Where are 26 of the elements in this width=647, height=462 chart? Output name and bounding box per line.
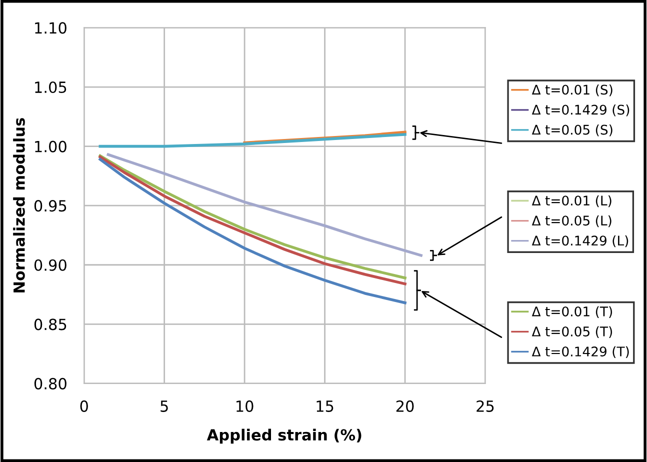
x-tick-label: 15 bbox=[316, 400, 334, 412]
x-tick-label: 5 bbox=[160, 400, 168, 412]
y-tick-label: 0.90 bbox=[34, 259, 66, 271]
line-series bbox=[106, 153, 422, 257]
legend-label: Δ t=0.1429 (T) bbox=[532, 346, 629, 358]
legend-label: Δ t=0.1429 (S) bbox=[532, 104, 630, 116]
y-tick-label: 1.05 bbox=[35, 81, 66, 94]
legend-label: Δ t=0.05 (S) bbox=[532, 124, 612, 136]
legend-label: Δ t=0.1429 (L) bbox=[532, 235, 628, 248]
x-tick-label: 25 bbox=[476, 400, 494, 412]
legend-label: Δ t=0.01 (T) bbox=[532, 306, 612, 318]
x-tick-label: 0 bbox=[80, 400, 88, 412]
y-axis-title: Normalized modulus bbox=[13, 118, 25, 292]
legend-label: Δ t=0.01 (S) bbox=[532, 84, 612, 96]
legend-label: Δ t=0.01 (L) bbox=[532, 195, 612, 208]
y-tick-label: 0.85 bbox=[34, 318, 66, 330]
x-axis-title: Applied strain (%) bbox=[206, 428, 362, 444]
line-series bbox=[98, 133, 406, 148]
y-tick-label: 0.80 bbox=[34, 378, 66, 390]
legend-label: Δ t=0.05 (L) bbox=[532, 215, 612, 228]
y-tick-label: 1.10 bbox=[35, 22, 66, 34]
y-tick-label: 1.00 bbox=[35, 140, 66, 152]
x-tick-label: 20 bbox=[396, 400, 414, 412]
x-tick-label: 10 bbox=[236, 400, 254, 412]
legend-label: Δ t=0.05 (T) bbox=[532, 326, 612, 338]
y-tick-label: 0.95 bbox=[34, 200, 66, 212]
